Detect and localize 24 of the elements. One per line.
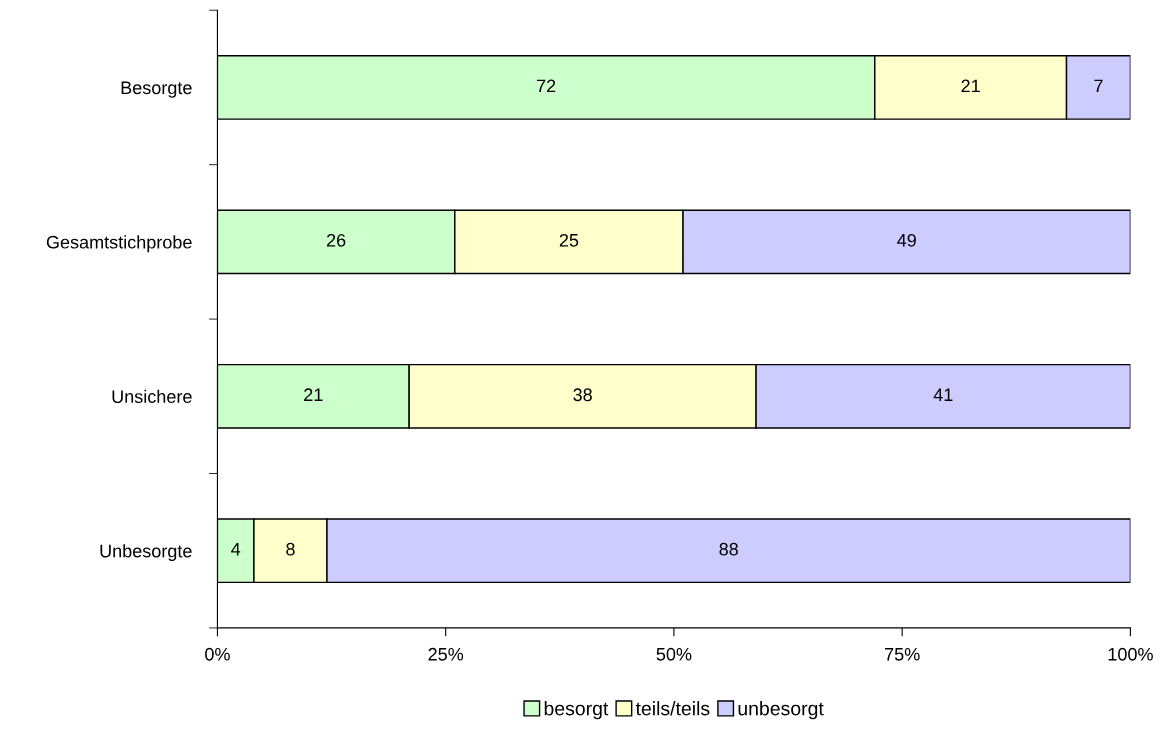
data-label: 88 bbox=[719, 542, 738, 556]
data-label: 21 bbox=[304, 388, 323, 401]
x-tick-label: 50% bbox=[656, 647, 692, 661]
data-label: 72 bbox=[536, 79, 556, 93]
x-tick-label: 100% bbox=[1108, 647, 1153, 661]
y-tick-label: Besorgte bbox=[121, 81, 192, 98]
data-label: 41 bbox=[933, 388, 953, 401]
legend-label: teils/teils bbox=[635, 701, 710, 716]
data-label: 21 bbox=[961, 79, 980, 93]
data-label: 38 bbox=[573, 388, 592, 402]
y-tick-label: Unsichere bbox=[112, 389, 192, 404]
data-label: 49 bbox=[897, 233, 916, 247]
legend-label: besorgt bbox=[544, 701, 609, 720]
data-label: 4 bbox=[231, 542, 241, 556]
x-tick-label: 0% bbox=[205, 647, 230, 661]
data-label: 7 bbox=[1094, 79, 1103, 93]
x-tick-label: 25% bbox=[428, 647, 464, 661]
legend-label: unbesorgt bbox=[738, 701, 824, 720]
x-tick-label: 75% bbox=[885, 647, 920, 661]
y-tick-label: Gesamtstichprobe bbox=[46, 235, 192, 253]
data-label: 26 bbox=[326, 233, 346, 247]
y-tick-label: Unbesorgte bbox=[100, 544, 192, 562]
data-label: 25 bbox=[559, 233, 579, 247]
data-label: 8 bbox=[286, 542, 295, 556]
